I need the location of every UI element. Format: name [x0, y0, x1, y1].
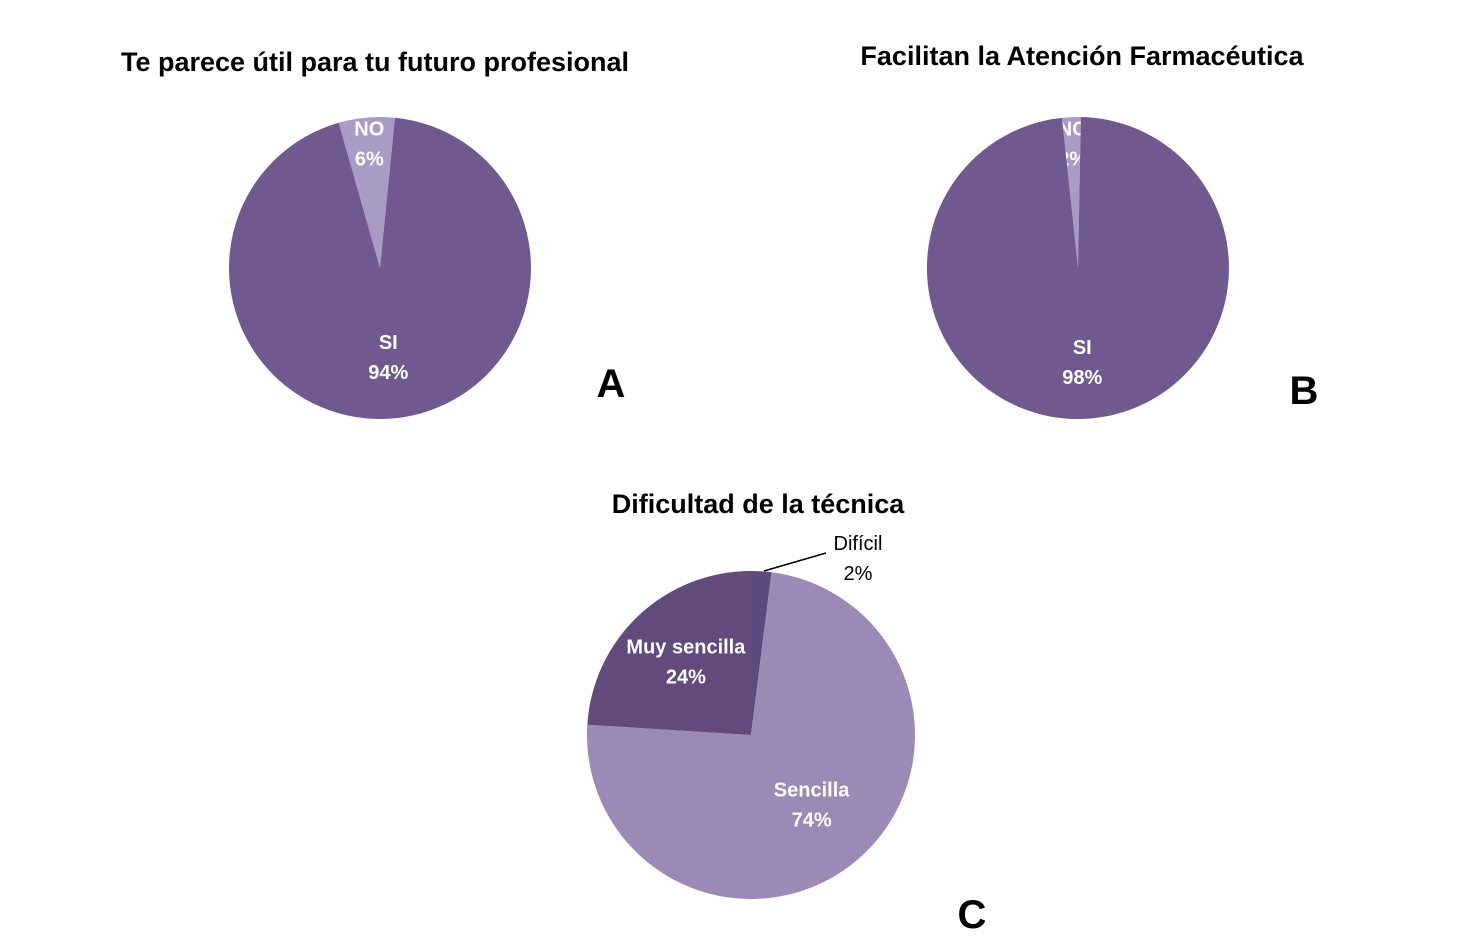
chart-c-label-dif-cil: Difícil	[834, 533, 883, 555]
chart-a-value-si: 94%	[368, 362, 408, 384]
chart-a-slice-no	[338, 117, 395, 268]
chart-b-label-si: SI	[1073, 337, 1092, 359]
chart-c-slice-sencilla	[586, 572, 915, 899]
chart-b-panel-letter: B	[1290, 369, 1319, 413]
chart-b: Facilitan la Atención Farmacéutica NO2%S…	[860, 41, 1319, 420]
chart-c-value-dif-cil: 2%	[844, 563, 873, 585]
chart-c-label-muy-sencilla: Muy sencilla	[626, 637, 746, 659]
chart-c-slice-dif-cil	[751, 571, 772, 735]
chart-b-label-no: NO	[1058, 118, 1088, 140]
chart-a-slice-si	[228, 117, 531, 420]
chart-c-panel-letter: C	[958, 893, 987, 937]
chart-c-value-sencilla: 74%	[792, 809, 832, 831]
chart-a-slices: NO 6% SI 94%	[228, 117, 531, 420]
chart-c-label-sencilla: Sencilla	[774, 779, 850, 801]
chart-c-leader-line	[763, 552, 827, 572]
chart-a-value-no: 6%	[355, 149, 384, 171]
chart-b-value-si: 98%	[1062, 367, 1102, 389]
chart-c-slice-muy-sencilla	[587, 571, 751, 735]
chart-a-title: Te parece útil para tu futuro profesiona…	[121, 47, 629, 77]
chart-b-title: Facilitan la Atención Farmacéutica	[860, 41, 1304, 71]
chart-c-slices: Difícil 2% Sencilla 74% Muy sencilla 24%	[586, 533, 915, 899]
chart-c: Dificultad de la técnica Difícil 2% Sencil…	[586, 489, 987, 937]
chart-a: Te parece útil para tu futuro profesiona…	[121, 47, 629, 420]
chart-a-label-no: NO	[354, 119, 384, 141]
chart-c-title: Dificultad de la técnica	[612, 489, 906, 519]
chart-b-slice-no	[1061, 117, 1081, 268]
chart-a-label-si: SI	[379, 332, 398, 354]
chart-b-slice-si	[926, 117, 1229, 420]
chart-a-panel-letter: A	[597, 362, 626, 406]
chart-c-value-muy-sencilla: 24%	[666, 667, 706, 689]
